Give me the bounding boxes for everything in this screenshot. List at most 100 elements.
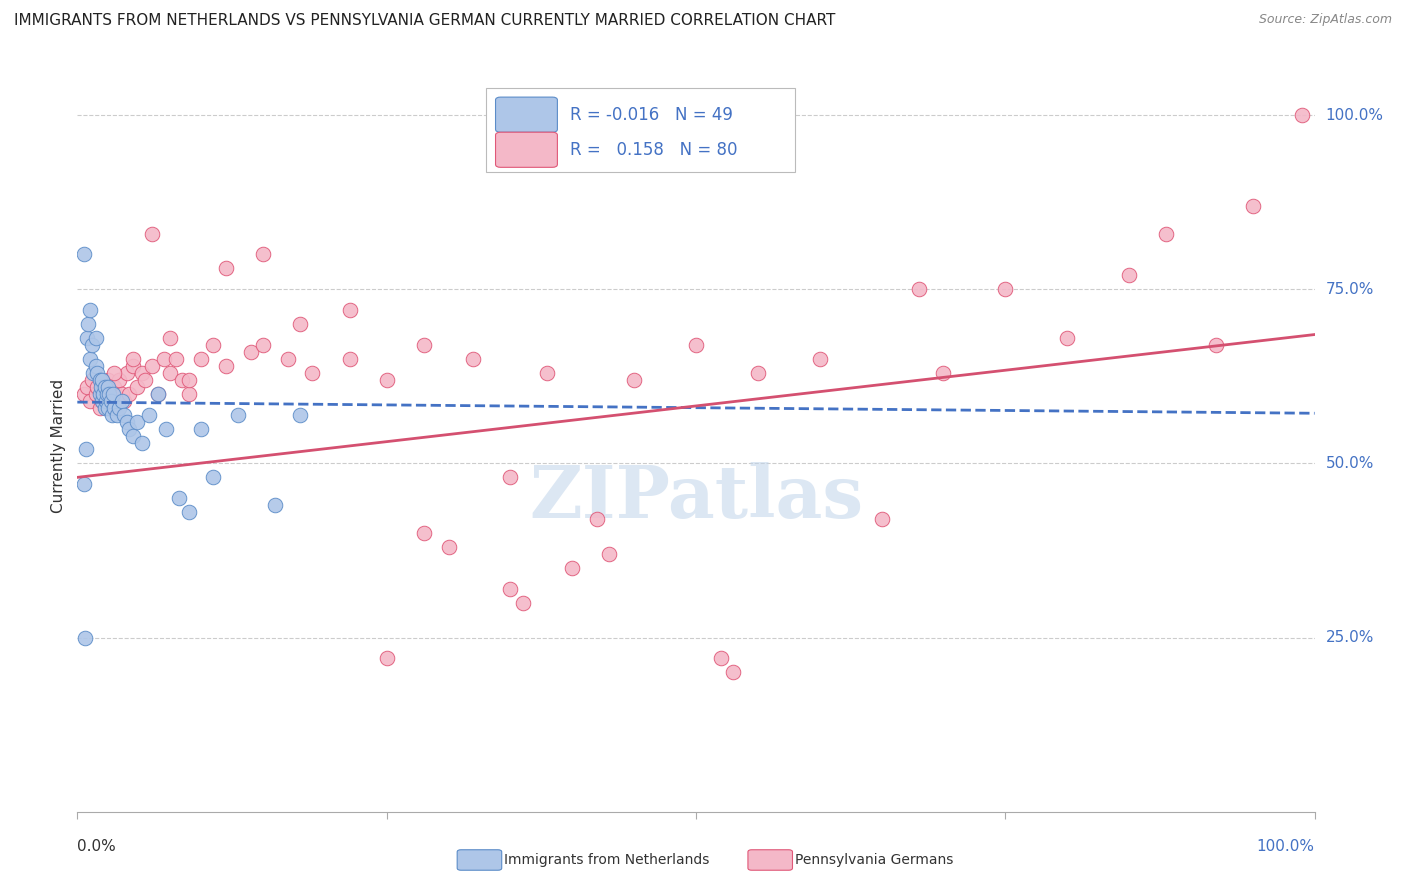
Point [91,373,114,387]
Text: Pennsylvania Germans: Pennsylvania Germans [794,853,953,867]
Point [202,338,225,352]
Point [159,331,181,345]
Point [499,470,522,484]
Point [84,331,107,345]
Point [146,386,169,401]
Point [153,351,176,366]
Text: ZIPatlas: ZIPatlas [529,462,863,533]
Point [97,373,120,387]
Point [93,386,115,401]
Point [108,373,131,387]
Point [277,351,299,366]
Point [125,415,148,429]
Point [215,359,238,373]
Point [131,366,153,380]
Point [75,442,97,457]
Point [412,338,434,352]
Point [96,386,118,401]
Point [177,505,200,519]
Point [112,408,135,422]
Point [134,373,156,387]
Point [202,470,225,484]
Point [141,227,163,241]
Point [89,386,111,401]
FancyBboxPatch shape [495,97,557,132]
Point [721,665,744,680]
Point [90,373,112,387]
Point [79,393,101,408]
Point [115,366,138,380]
Point [73,631,96,645]
Point [91,380,114,394]
Point [288,317,311,331]
Point [586,512,609,526]
Point [98,386,121,401]
Point [82,338,104,352]
Point [93,401,115,415]
Point [89,373,111,387]
FancyBboxPatch shape [457,850,502,871]
Text: R = -0.016   N = 49: R = -0.016 N = 49 [569,105,733,124]
Point [339,303,361,318]
Point [1154,227,1177,241]
Point [808,351,831,366]
Point [103,380,125,394]
Point [747,366,769,380]
Text: IMMIGRANTS FROM NETHERLANDS VS PENNSYLVANIA GERMAN CURRENTLY MARRIED CORRELATION: IMMIGRANTS FROM NETHERLANDS VS PENNSYLVA… [14,13,835,29]
Point [103,401,125,415]
Point [512,596,534,610]
Point [86,380,108,394]
Point [101,393,124,408]
Point [91,393,114,408]
Point [90,380,112,394]
Point [339,351,361,366]
Point [138,408,160,422]
Point [94,393,117,408]
Text: 100.0%: 100.0% [1326,108,1384,122]
Point [685,338,707,352]
Point [499,582,522,596]
Point [77,317,100,331]
Point [159,366,181,380]
Point [177,386,200,401]
Point [177,373,200,387]
Point [79,351,101,366]
Point [463,351,485,366]
Point [103,386,125,401]
Point [1241,199,1264,213]
Point [122,428,145,442]
Point [91,393,114,408]
Point [72,386,94,401]
Y-axis label: Currently Married: Currently Married [51,379,66,513]
Text: R =   0.158   N = 80: R = 0.158 N = 80 [569,141,737,159]
Text: 50.0%: 50.0% [1326,456,1374,471]
Point [100,393,122,408]
Point [94,401,117,415]
Text: 25.0%: 25.0% [1326,630,1374,645]
Point [437,540,460,554]
Point [155,421,177,435]
Point [131,435,153,450]
Point [118,421,141,435]
Point [226,408,249,422]
Point [72,477,94,491]
Point [122,359,145,373]
Point [76,331,98,345]
Point [97,380,120,394]
Text: 100.0%: 100.0% [1257,839,1315,855]
Point [165,351,187,366]
Point [105,401,128,415]
Point [288,408,311,422]
Point [994,282,1017,296]
Point [86,366,108,380]
Point [252,247,274,261]
Point [112,393,135,408]
Point [710,651,733,665]
Text: Source: ZipAtlas.com: Source: ZipAtlas.com [1258,13,1392,27]
Point [190,421,212,435]
Point [167,491,190,506]
Point [82,373,104,387]
Point [105,408,128,422]
Text: Immigrants from Netherlands: Immigrants from Netherlands [505,853,710,867]
Point [91,386,114,401]
